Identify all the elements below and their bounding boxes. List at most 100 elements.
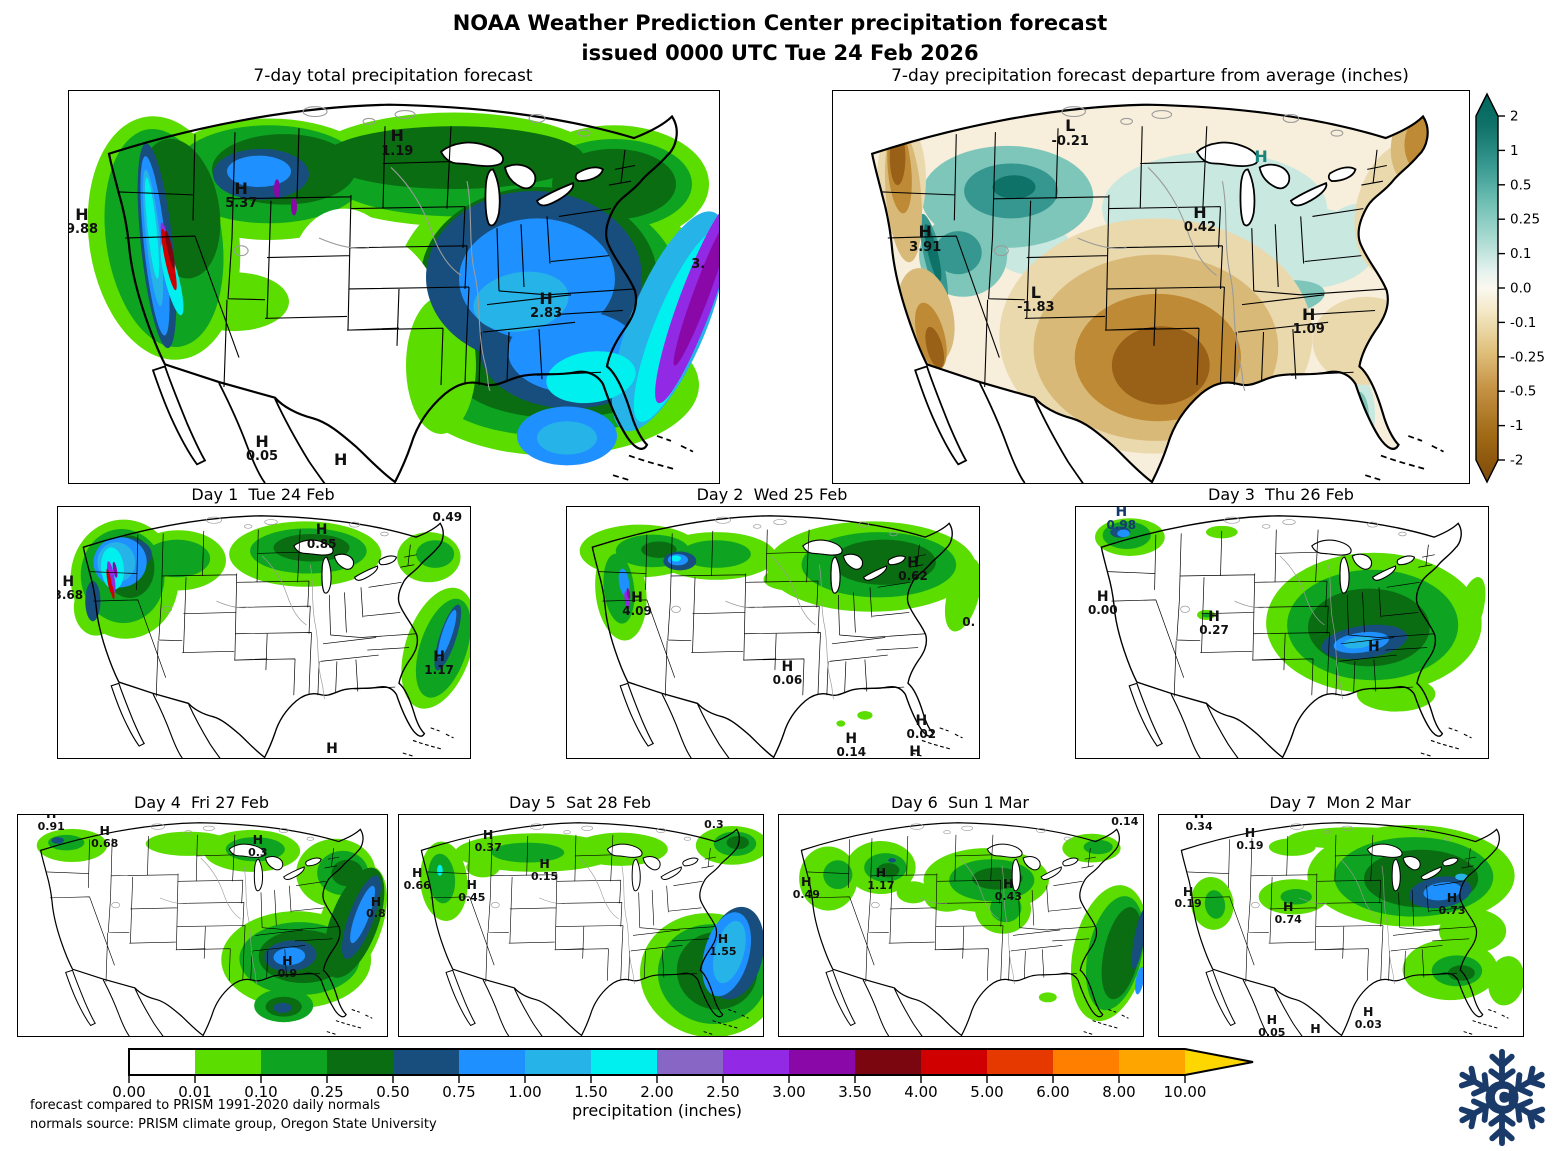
usa-map-graphic: [1159, 815, 1523, 1036]
hl-symbol: H: [539, 288, 553, 308]
map-day3: H 0.98 H 0.00 H 0.27 H: [1075, 506, 1489, 759]
high-label: H 0.9: [278, 953, 298, 980]
cbar-tick: -0.1: [1510, 315, 1536, 331]
hl-value: 0.62: [898, 569, 928, 584]
hl-value: 0.37: [474, 841, 502, 855]
hl-value: 0.14: [1111, 815, 1139, 829]
total-precip-title: 7-day total precipitation forecast: [253, 66, 533, 86]
hl-symbol: H: [1266, 1011, 1278, 1027]
hl-value: 3.91: [909, 239, 942, 255]
day6-title: Day 6 Sun 1 Mar: [890, 793, 1029, 812]
usa-map-graphic: [1095, 507, 1486, 758]
hl-symbol: H: [433, 649, 445, 666]
high-label: H 0.15: [531, 857, 559, 883]
high-label: H: [326, 741, 338, 756]
cbar-tick: 3.50: [838, 1083, 872, 1101]
hl-value: 2.83: [530, 306, 563, 322]
hl-symbol: H: [282, 953, 293, 969]
hl-symbol: H: [909, 744, 921, 759]
high-label: H 5.37: [225, 180, 258, 212]
high-label: H 0.00: [1088, 590, 1118, 617]
hl-value: 0.43: [994, 889, 1022, 903]
hl-symbol: L: [1030, 283, 1041, 303]
cbar-tick: 0.00: [112, 1083, 146, 1101]
high-label: H 0.98: [1107, 506, 1137, 531]
title-line-1: NOAA Weather Prediction Center precipita…: [452, 11, 1108, 35]
high-label: H: [334, 451, 347, 468]
hl-value: 0.68: [91, 836, 119, 850]
hl-symbol: H: [1282, 899, 1294, 915]
hl-value: 0.06: [772, 673, 803, 688]
hl-symbol: H: [99, 822, 110, 838]
hl-symbol: L: [1065, 116, 1076, 136]
hl-value: 0.45: [458, 890, 486, 904]
footnote-line-1: forecast compared to PRISM 1991-2020 dai…: [30, 1098, 381, 1113]
cbar-tick: -1: [1510, 418, 1523, 434]
high-label: H0.34: [1185, 815, 1212, 832]
hl-symbol: H: [1244, 825, 1256, 841]
cbar-tick: 5.00: [970, 1083, 1004, 1101]
hl-value: 0.05: [1258, 1025, 1286, 1037]
usa-map-graphic: [36, 815, 387, 1036]
hl-symbol: H: [907, 554, 919, 571]
low-label: L -1.83: [1017, 283, 1055, 316]
cbar-tick: 6.00: [1036, 1083, 1070, 1101]
high-label: H 0.05: [246, 432, 278, 463]
high-label: H 0.27: [1199, 610, 1229, 637]
hl-value: 0.19: [1174, 897, 1202, 911]
hl-symbol: H: [781, 659, 794, 676]
high-label: H 1.19: [381, 127, 413, 157]
hl-value: 3.: [691, 256, 706, 272]
cbar-tick: 1.50: [574, 1083, 608, 1101]
hl-symbol: H: [411, 864, 423, 880]
hl-symbol: H: [1310, 1020, 1321, 1036]
usa-map-graphic: [579, 507, 979, 758]
high-label: 0.: [962, 616, 975, 628]
hl-value: 1.55: [709, 944, 737, 958]
day1-title: Day 1 Tue 24 Feb: [191, 485, 335, 504]
hl-value: 3.68: [58, 588, 84, 603]
high-label: H 0.66: [404, 864, 431, 891]
cbar-tick: 1.00: [508, 1083, 542, 1101]
figure-title: NOAA Weather Prediction Center precipita…: [0, 8, 1560, 69]
high-label: H 0.03: [1355, 1005, 1382, 1030]
logo-letter: C: [1494, 1085, 1510, 1111]
high-label: H 9.88: [69, 204, 98, 236]
high-label: 0.3: [704, 819, 724, 830]
hl-symbol: H: [717, 931, 729, 947]
title-line-2: issued 0000 UTC Tue 24 Feb 2026: [581, 41, 979, 66]
high-label: H 1.55: [709, 931, 737, 958]
cbar-tick: 1: [1510, 143, 1519, 159]
map-day4: H0.91 H0.68 H0.3 H0.8 H0.9: [17, 814, 388, 1037]
high-label: H 1.17: [867, 866, 894, 891]
map-7day-total: H 1.19 H 5.37 H 9.88 3. H 2.83 H 0.05 H: [68, 90, 720, 484]
hl-symbol: H: [466, 877, 478, 893]
cbar-tick: 2.00: [640, 1083, 674, 1101]
high-label: H 0.14: [836, 731, 866, 758]
hl-value: 1.09: [1292, 321, 1325, 337]
hl-symbol: H: [1193, 202, 1207, 222]
cbar-tick: 0.50: [376, 1083, 410, 1101]
usa-map-graphic: [70, 507, 470, 758]
hl-value: 0.00: [1087, 603, 1118, 618]
low-label: L -0.21: [1051, 118, 1088, 148]
hl-symbol: H: [1302, 304, 1316, 324]
hl-symbol: H: [315, 522, 328, 539]
hl-symbol: H: [1115, 506, 1128, 520]
hl-value: -1.83: [1017, 300, 1055, 316]
hl-symbol: H: [255, 432, 269, 451]
hl-symbol: H: [75, 204, 89, 224]
high-label: 0.14: [1111, 816, 1138, 827]
hl-value: 0.15: [531, 869, 559, 883]
hl-symbol: H: [62, 573, 75, 590]
hl-value: 0.3: [704, 818, 724, 832]
hl-value: 1.17: [424, 663, 454, 678]
hl-value: 5.37: [225, 196, 258, 212]
hl-value: 0.42: [1183, 219, 1217, 235]
departure-title: 7-day precipitation forecast departure f…: [891, 66, 1409, 86]
hl-value: 4.09: [622, 604, 652, 619]
day7-title: Day 7 Mon 2 Mar: [1269, 793, 1411, 812]
cbar-tick: 0.25: [310, 1083, 344, 1101]
hl-symbol: H: [370, 893, 382, 909]
hl-value: 0.49: [432, 509, 463, 524]
